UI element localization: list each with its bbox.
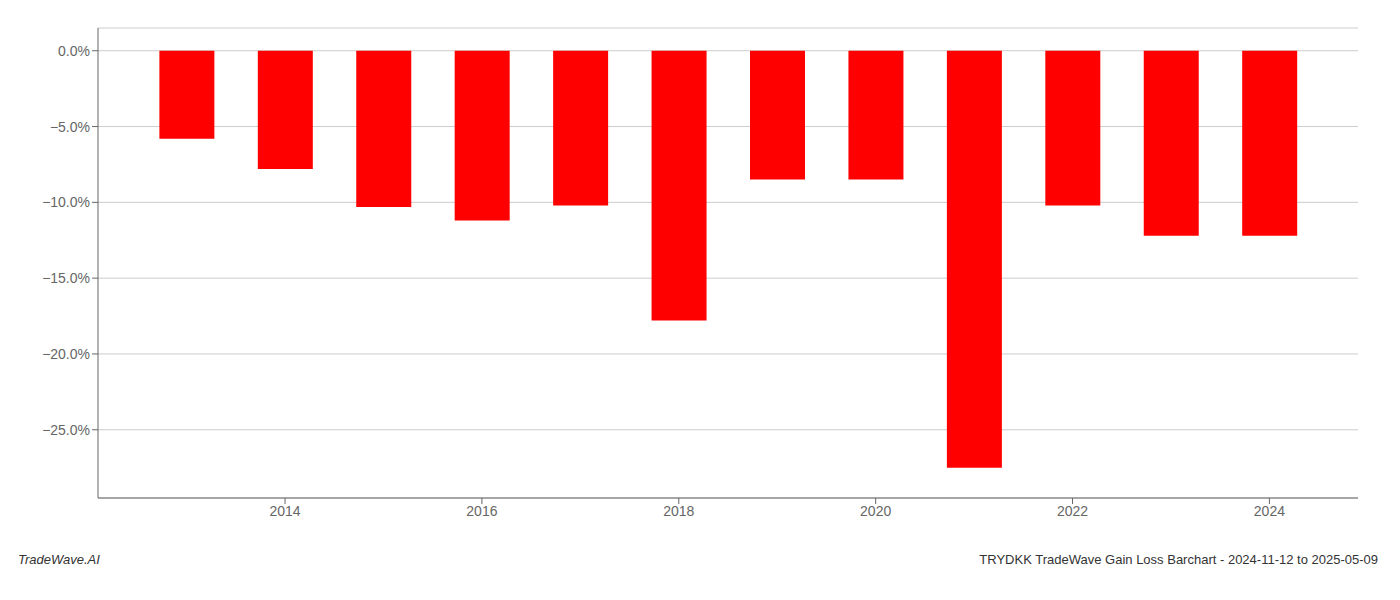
svg-text:−10.0%: −10.0% [42,194,90,210]
svg-text:−20.0%: −20.0% [42,346,90,362]
svg-text:2016: 2016 [466,503,497,519]
html-text:TradeWave.AI: TradeWave.AI [18,552,100,567]
svg-text:−15.0%: −15.0% [42,270,90,286]
svg-text:−5.0%: −5.0% [50,119,90,135]
html-text:TRYDKK TradeWave Gain Loss Bar: TRYDKK TradeWave Gain Loss Barchart - 20… [979,552,1378,567]
svg-text:2024: 2024 [1254,503,1285,519]
svg-text:2022: 2022 [1057,503,1088,519]
svg-text:0.0%: 0.0% [58,43,90,59]
svg-text:2014: 2014 [269,503,300,519]
svg-text:2020: 2020 [860,503,891,519]
svg-text:2018: 2018 [663,503,694,519]
svg-text:−25.0%: −25.0% [42,422,90,438]
